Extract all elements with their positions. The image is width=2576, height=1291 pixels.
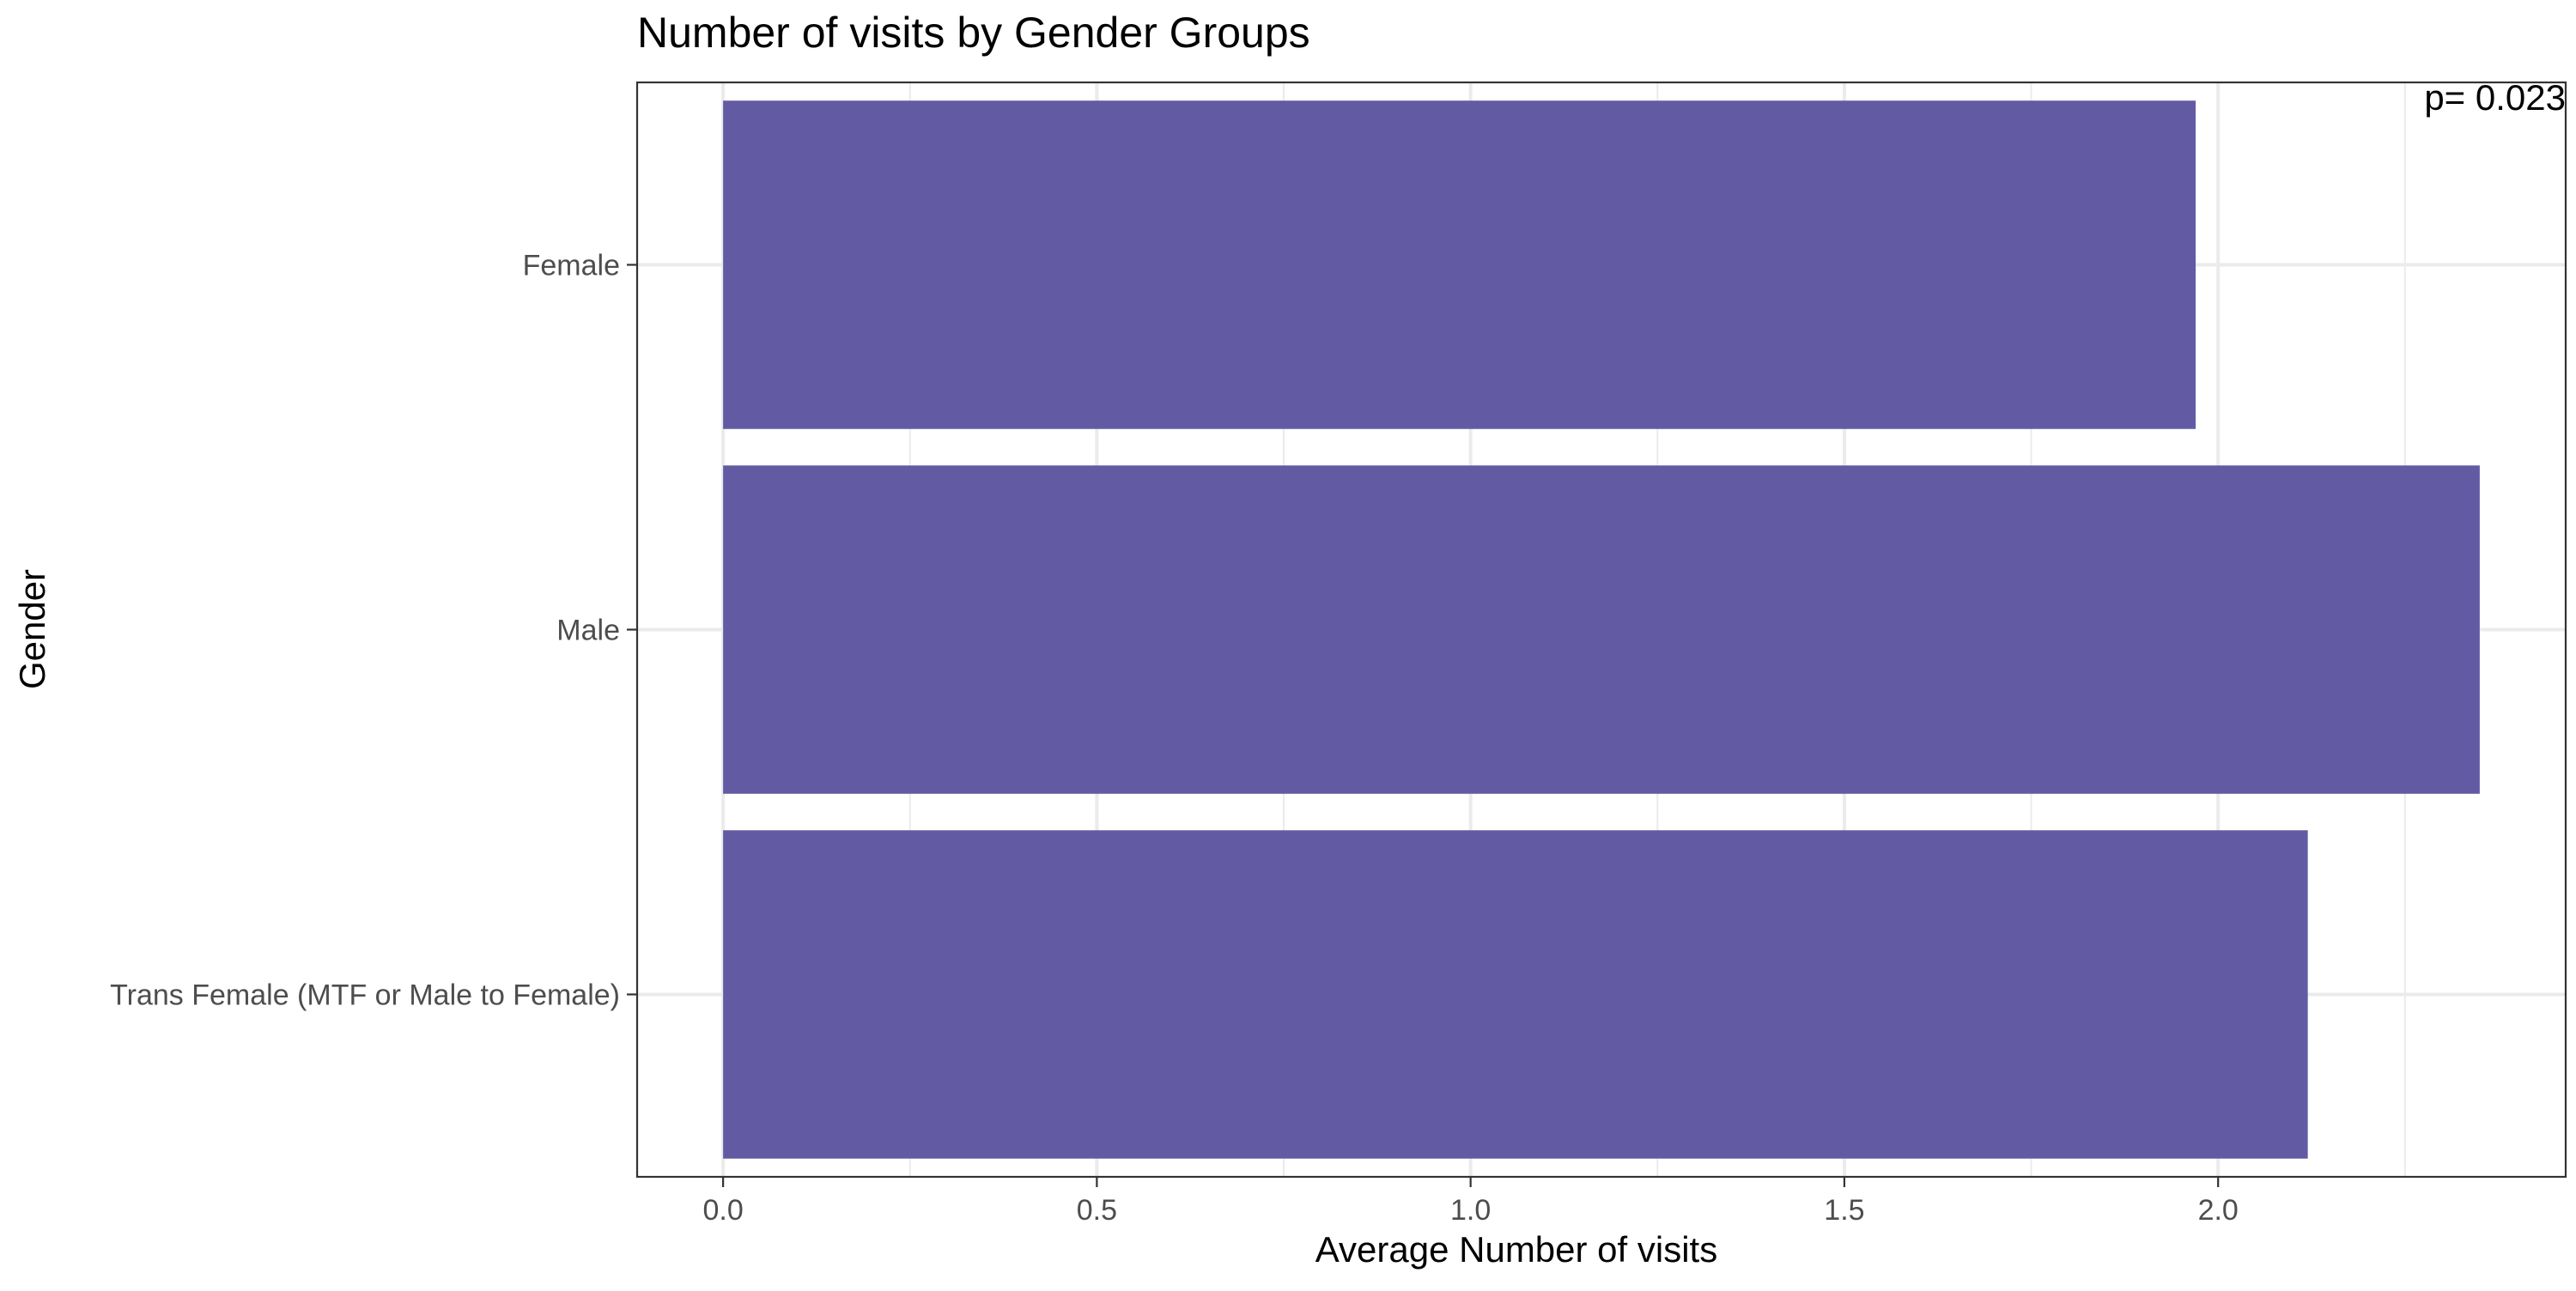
x-axis: 0.0 0.5 1.0 1.5 2.0 [702,1177,2239,1227]
p-value-annotation: p= 0.023 [2424,77,2566,118]
x-tick-label: 1.0 [1450,1194,1491,1227]
chart-title: Number of visits by Gender Groups [637,9,1310,57]
y-tick-label: Male [556,615,620,647]
x-tick-label: 1.5 [1824,1194,1864,1227]
x-tick-label: 0.0 [702,1194,743,1227]
bars [723,100,2480,1159]
y-tick-label: Trans Female (MTF or Male to Female) [110,979,620,1012]
bar [723,100,2196,429]
y-tick-label: Female [523,250,620,282]
y-axis: Female Male Trans Female (MTF or Male to F… [110,250,637,1012]
x-tick-label: 0.5 [1077,1194,1117,1227]
bar [723,465,2480,794]
y-axis-title: Gender [12,569,52,689]
x-tick-label: 2.0 [2198,1194,2239,1227]
x-axis-title: Average Number of visits [1315,1229,1717,1270]
bar [723,830,2308,1159]
